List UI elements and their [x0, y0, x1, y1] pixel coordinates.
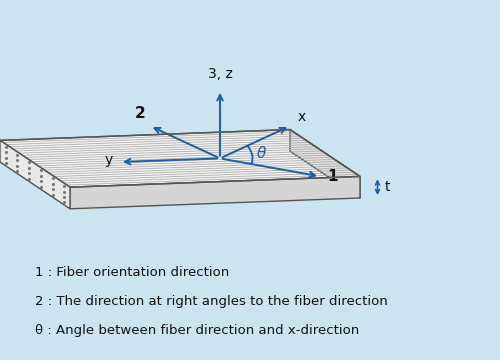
Text: θ : Angle between fiber direction and x-direction: θ : Angle between fiber direction and x-… — [35, 324, 359, 337]
Text: $\theta$: $\theta$ — [256, 145, 267, 161]
Text: 1 : Fiber orientation direction: 1 : Fiber orientation direction — [35, 266, 229, 279]
Text: t: t — [385, 180, 390, 194]
Polygon shape — [0, 140, 70, 209]
Polygon shape — [70, 176, 360, 209]
Text: x: x — [298, 110, 306, 124]
Text: 3, z: 3, z — [208, 67, 233, 81]
Text: y: y — [104, 153, 112, 167]
Text: 1: 1 — [328, 169, 338, 184]
Text: 2 : The direction at right angles to the fiber direction: 2 : The direction at right angles to the… — [35, 295, 388, 308]
Polygon shape — [290, 130, 360, 198]
Text: 2: 2 — [134, 105, 145, 121]
Polygon shape — [0, 130, 360, 187]
